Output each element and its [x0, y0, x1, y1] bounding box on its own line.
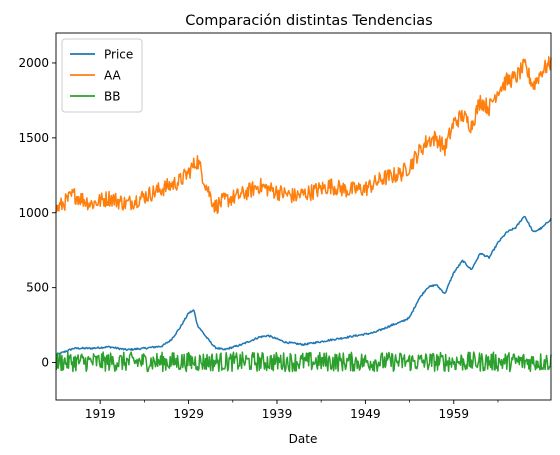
chart-title: Comparación distintas Tendencias	[185, 13, 432, 29]
x-tick-label: 1959	[438, 407, 469, 421]
x-axis-label: Date	[289, 432, 318, 446]
x-tick-label: 1919	[85, 407, 116, 421]
y-tick-label: 0	[41, 356, 49, 370]
legend-label-aa: AA	[104, 69, 122, 83]
y-tick-label: 2000	[18, 56, 49, 70]
x-tick-label: 1949	[350, 407, 381, 421]
y-tick-label: 500	[26, 281, 49, 295]
y-tick-label: 1500	[18, 131, 49, 145]
y-tick-label: 1000	[18, 206, 49, 220]
x-tick-label: 1939	[262, 407, 293, 421]
legend-label-bb: BB	[104, 90, 120, 104]
legend: Price AA BB	[62, 39, 142, 112]
x-tick-label: 1929	[173, 407, 204, 421]
legend-label-price: Price	[104, 48, 133, 62]
